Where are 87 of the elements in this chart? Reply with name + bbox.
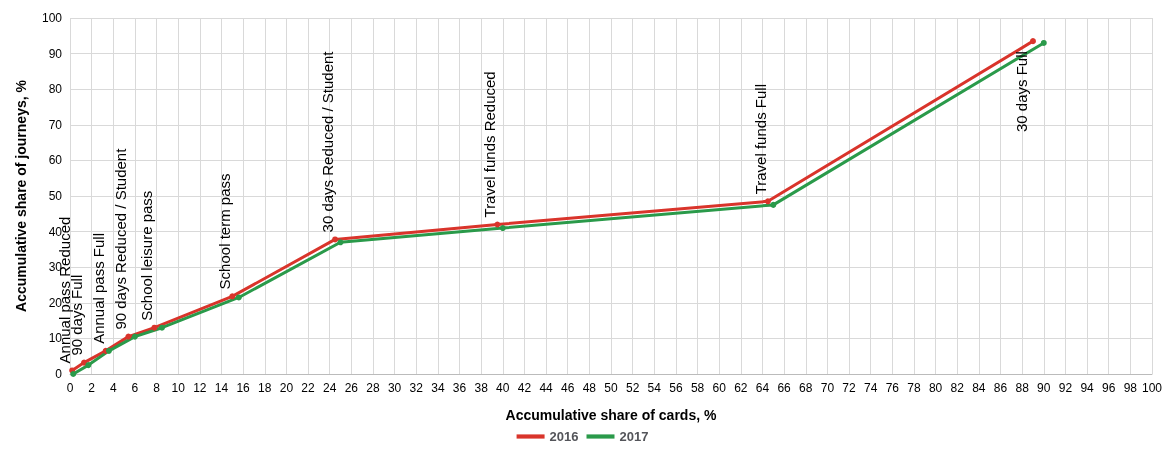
annotation: 30 days Reduced / Student [319,50,337,233]
x-tick-label: 16 [236,381,251,395]
y-tick-label: 80 [48,82,63,97]
annotation: 30 days Full [1012,51,1030,133]
x-tick-label: 78 [907,381,921,395]
x-tick-label: 34 [431,381,445,395]
annotation: School leisure pass [138,190,156,321]
point [332,236,339,243]
point [499,225,506,232]
x-tick-label: 40 [496,381,510,395]
y-axis-title: Accumulative share of journeys, % [13,79,29,312]
point [229,293,236,300]
point [1040,39,1047,46]
x-tick-label: 54 [647,381,662,395]
annotation: Travel funds Full [751,84,769,195]
x-tick-label: 76 [885,381,900,395]
x-tick-label: 50 [604,381,618,395]
point [764,198,771,205]
legend-label: 2016 [549,429,579,444]
x-tick-label: 28 [366,381,380,395]
x-tick-label: 30 [387,381,402,395]
x-tick-label: 72 [842,381,857,395]
x-tick-label: 38 [474,381,489,395]
x-tick-label: 90 [1037,381,1051,395]
annotation: School term pass [216,173,234,290]
annotation: 90 days Reduced / Student [112,147,130,330]
point [81,359,88,366]
x-tick-label: 62 [734,381,748,395]
x-tick-label: 86 [993,381,1008,395]
x-tick-label: 18 [258,381,272,395]
y-tick-label: 60 [48,153,63,168]
x-tick-label: 20 [279,381,294,395]
x-tick-label: 4 [109,381,117,395]
x-tick-label: 48 [582,381,597,395]
x-tick-label: 52 [625,381,640,395]
x-tick-label: 36 [452,381,467,395]
x-tick-label: 64 [755,381,770,395]
point [1029,38,1036,45]
y-tick-label: 90 [48,46,63,61]
x-tick-label: 24 [323,381,337,395]
x-tick-label: 10 [171,381,186,395]
x-tick-label: 58 [690,381,705,395]
x-axis-title: Accumulative share of cards, % [505,407,717,423]
point [494,221,501,228]
point [337,239,344,246]
x-tick-label: 84 [972,381,986,395]
x-tick-label: 96 [1102,381,1116,395]
x-tick-label: 56 [669,381,683,395]
x-tick-label: 100 [1141,381,1163,395]
annotation: Travel funds Reduced [481,71,499,218]
x-tick-label: 70 [820,381,835,395]
x-tick-label: 60 [712,381,727,395]
point [70,371,77,377]
x-tick-label: 0 [66,381,74,395]
x-tick-label: 2 [88,381,96,395]
point [770,201,777,208]
x-tick-label: 22 [301,381,316,395]
point [85,362,92,369]
y-tick-label: 0 [55,367,63,381]
x-tick-label: 68 [799,381,813,395]
point [235,294,242,301]
x-tick-label: 82 [950,381,965,395]
x-tick-label: 12 [193,381,207,395]
y-tick-label: 70 [48,117,63,132]
x-tick-label: 42 [517,381,532,395]
x-tick-label: 26 [344,381,359,395]
x-tick-label: 92 [1058,381,1073,395]
x-tick-label: 74 [863,381,878,395]
annotation: Annual pass Full [89,232,107,344]
x-tick-label: 88 [1015,381,1030,395]
x-tick-label: 66 [777,381,792,395]
legend-label: 2017 [619,429,649,444]
point [125,333,132,340]
point [151,324,158,331]
x-tick-label: 8 [153,381,161,395]
point [158,324,165,331]
x-tick-label: 94 [1080,381,1095,395]
y-tick-label: 100 [41,11,63,25]
x-tick-label: 14 [214,381,229,395]
x-tick-label: 32 [409,381,424,395]
x-tick-label: 98 [1123,381,1138,395]
x-tick-label: 6 [131,381,139,395]
x-tick-label: 44 [539,381,554,395]
x-tick-label: 46 [561,381,575,395]
x-tick-label: 80 [928,381,943,395]
y-tick-label: 50 [48,189,63,203]
point [131,333,138,340]
